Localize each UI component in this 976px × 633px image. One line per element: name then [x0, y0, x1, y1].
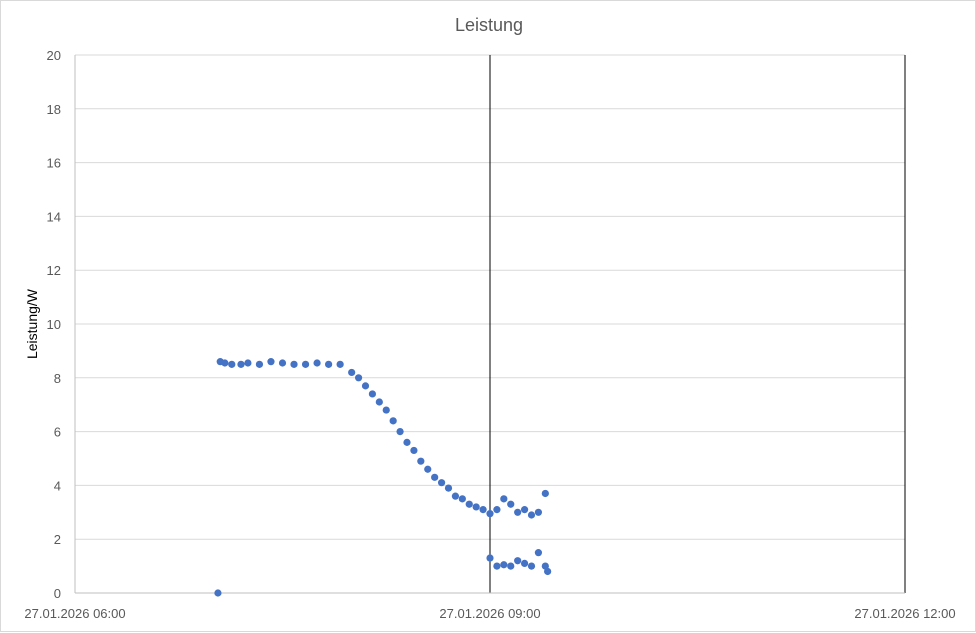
data-point	[255, 360, 264, 368]
data-point	[228, 360, 236, 368]
y-tick-label: 10	[47, 317, 61, 332]
data-point	[500, 561, 508, 569]
y-tick-label: 14	[47, 209, 61, 224]
data-point	[361, 382, 370, 390]
data-point	[527, 511, 536, 519]
data-point	[368, 390, 377, 398]
data-point	[541, 489, 549, 498]
data-point	[237, 360, 245, 368]
data-point	[507, 500, 515, 508]
data-point	[244, 359, 252, 367]
data-point	[493, 562, 501, 570]
y-tick-label: 20	[47, 48, 61, 63]
data-point	[214, 589, 222, 597]
data-point	[500, 495, 508, 503]
data-point	[267, 358, 275, 366]
data-point	[444, 484, 453, 492]
y-tick-label: 18	[47, 102, 61, 117]
data-point	[520, 506, 529, 514]
y-axis-title: Leistung/W	[24, 288, 40, 359]
data-point	[486, 554, 494, 562]
x-tick-label: 27.01.2026 12:00	[854, 606, 955, 621]
data-point	[534, 508, 543, 516]
data-point	[486, 510, 494, 518]
data-point	[382, 406, 390, 414]
y-tick-label: 8	[54, 371, 61, 386]
y-tick-label: 4	[54, 478, 61, 493]
data-point	[290, 360, 298, 368]
data-point	[520, 559, 529, 568]
data-point	[336, 360, 344, 368]
x-tick-label: 27.01.2026 09:00	[439, 606, 540, 621]
y-tick-label: 16	[47, 156, 61, 171]
data-point	[221, 359, 229, 367]
data-point	[375, 398, 383, 406]
data-point	[437, 479, 446, 487]
gridlines	[75, 54, 906, 593]
data-point	[544, 567, 552, 576]
data-point	[396, 428, 404, 436]
data-point	[417, 457, 425, 465]
y-tick-label: 6	[54, 425, 61, 440]
data-point	[348, 368, 356, 377]
data-point	[451, 492, 460, 500]
data-point	[313, 359, 321, 367]
tick-labels: 0 2 4 6 8 10 12 14 16 18 20 27.01.2026 06:00 27.01.2…	[24, 48, 955, 621]
data-point	[472, 503, 480, 511]
y-tick-label: 0	[54, 586, 61, 601]
chart-title: Leistung	[455, 15, 523, 35]
data-point	[534, 549, 543, 557]
data-point	[527, 562, 536, 570]
data-point	[514, 508, 522, 516]
data-point	[479, 506, 487, 514]
y-tick-label: 2	[54, 532, 61, 547]
data-point	[507, 562, 515, 570]
data-point	[410, 446, 418, 455]
data-point	[403, 438, 411, 446]
data-point	[325, 360, 333, 368]
data-point	[541, 562, 549, 570]
data-point	[389, 417, 397, 425]
data-point	[431, 473, 439, 481]
data-point	[458, 495, 466, 503]
data-point	[424, 465, 432, 473]
data-points	[214, 358, 552, 597]
data-point	[301, 360, 310, 368]
x-tick-label: 27.01.2026 06:00	[24, 606, 125, 621]
data-point	[278, 359, 287, 367]
data-point	[493, 506, 501, 514]
y-tick-label: 12	[47, 263, 61, 278]
data-point	[465, 500, 473, 508]
data-point	[354, 374, 363, 382]
axes	[74, 55, 905, 594]
data-point	[514, 557, 522, 565]
